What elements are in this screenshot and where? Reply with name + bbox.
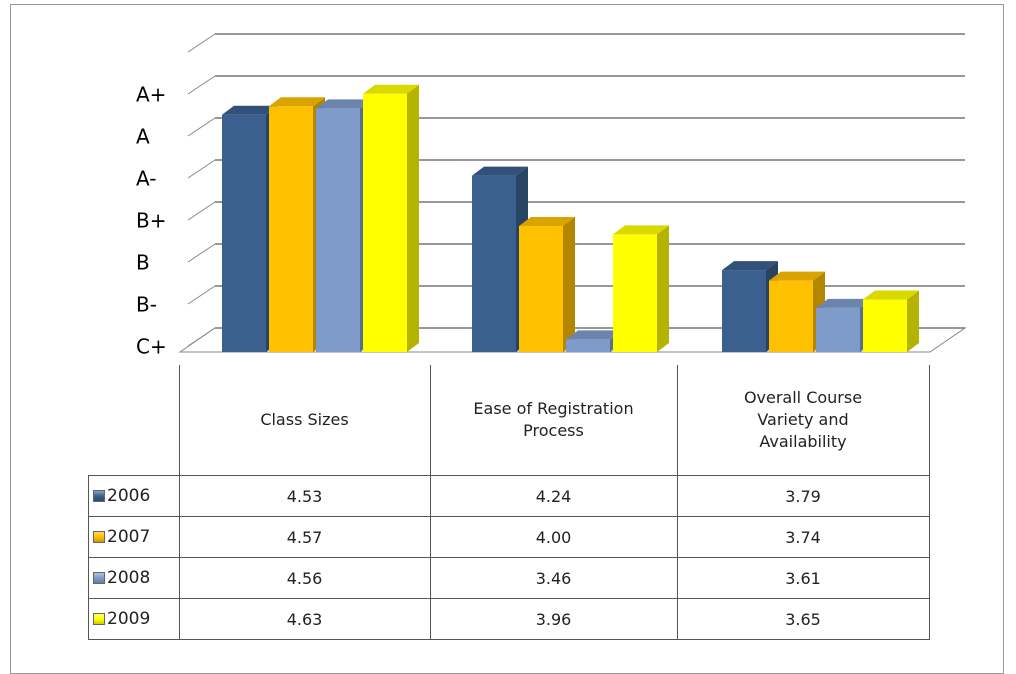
table-row: 2008 4.56 3.46 3.61 xyxy=(88,557,930,599)
bar-top xyxy=(816,298,872,308)
grid-depth-line xyxy=(187,159,216,179)
bar-top xyxy=(269,97,325,107)
table-row: 2009 4.63 3.96 3.65 xyxy=(88,598,930,640)
bar-top xyxy=(363,84,419,94)
table-row: 2006 4.53 4.24 3.79 xyxy=(88,475,930,517)
bar-front xyxy=(472,175,516,352)
bar-top xyxy=(722,261,778,271)
y-tick-label: B+ xyxy=(136,209,166,233)
y-tick-label: B- xyxy=(136,293,157,317)
bar-side xyxy=(563,217,575,352)
value-cell: 3.61 xyxy=(676,557,930,599)
bar-top xyxy=(222,105,278,115)
category-text: Class Sizes xyxy=(260,410,349,429)
grid-depth-line xyxy=(187,243,216,263)
bar xyxy=(613,225,669,352)
bar-front xyxy=(519,226,563,352)
bar-front xyxy=(566,339,610,352)
value-cell: 3.79 xyxy=(676,475,930,517)
bar-front xyxy=(816,307,860,352)
grid-depth-line xyxy=(187,285,216,305)
bar-front xyxy=(722,270,766,352)
y-tick-label: A xyxy=(136,125,150,149)
bar-top xyxy=(863,290,919,300)
bar-front xyxy=(863,299,907,352)
bar-front xyxy=(316,108,360,353)
bar-top xyxy=(519,217,575,226)
bar-top xyxy=(769,271,825,281)
grid-depth-line xyxy=(187,33,216,53)
bar-top xyxy=(316,99,372,109)
legend-entry: 2008 xyxy=(88,557,180,599)
grid-depth-line xyxy=(187,201,216,221)
header-row: Class Sizes Ease of Registration Process… xyxy=(89,365,930,476)
value-cell: 4.53 xyxy=(178,475,431,517)
bar xyxy=(363,84,419,352)
value-cell: 3.65 xyxy=(676,598,930,640)
bar xyxy=(519,217,575,352)
legend-swatch xyxy=(93,613,105,625)
legend-entry: 2006 xyxy=(88,475,180,517)
y-tick-label: C+ xyxy=(136,335,167,359)
legend-label: 2008 xyxy=(107,568,151,588)
grid-depth-line xyxy=(187,75,216,95)
legend-swatch xyxy=(93,572,105,584)
bar-top xyxy=(472,166,528,176)
category-label: Class Sizes xyxy=(178,365,431,476)
value-cell: 4.63 xyxy=(178,598,431,640)
legend-label: 2006 xyxy=(107,486,151,506)
y-tick-label: A- xyxy=(136,167,156,191)
value-cell: 3.74 xyxy=(676,516,930,558)
bar-front xyxy=(363,93,407,352)
bar-front xyxy=(613,234,657,352)
bar-side xyxy=(907,290,919,352)
bar xyxy=(472,166,528,352)
bar-front xyxy=(769,280,813,352)
legend-label: 2009 xyxy=(107,609,151,629)
value-cell: 4.57 xyxy=(178,516,431,558)
bar-side xyxy=(657,225,669,352)
data-table: Class Sizes Ease of Registration Process… xyxy=(88,365,930,640)
legend-swatch xyxy=(93,490,105,502)
table-row: 2007 4.57 4.00 3.74 xyxy=(88,516,930,558)
value-cell: 4.56 xyxy=(178,557,431,599)
bar-front xyxy=(222,114,266,352)
corner xyxy=(89,365,180,476)
bar xyxy=(769,271,825,352)
value-cell: 4.24 xyxy=(429,475,678,517)
y-tick-label: A+ xyxy=(136,83,166,107)
legend-swatch xyxy=(93,531,105,543)
grid-depth-line xyxy=(187,117,216,137)
bar-top xyxy=(613,225,669,235)
category-text: Overall Course Variety and Availability xyxy=(743,388,863,451)
category-label: Overall Course Variety and Availability xyxy=(676,365,930,476)
category-text: Ease of Registration Process xyxy=(473,399,634,440)
legend-label: 2007 xyxy=(107,527,151,547)
value-cell: 4.00 xyxy=(429,516,678,558)
bar-front xyxy=(269,106,313,352)
bar-side xyxy=(407,84,419,352)
grid-depth-line xyxy=(187,327,216,347)
category-label: Ease of Registration Process xyxy=(429,365,678,476)
bar-top xyxy=(566,330,622,340)
value-cell: 3.46 xyxy=(429,557,678,599)
legend-entry: 2007 xyxy=(88,516,180,558)
y-tick-label: B xyxy=(136,251,150,275)
bar xyxy=(863,290,919,352)
value-cell: 3.96 xyxy=(429,598,678,640)
legend-entry: 2009 xyxy=(88,598,180,640)
